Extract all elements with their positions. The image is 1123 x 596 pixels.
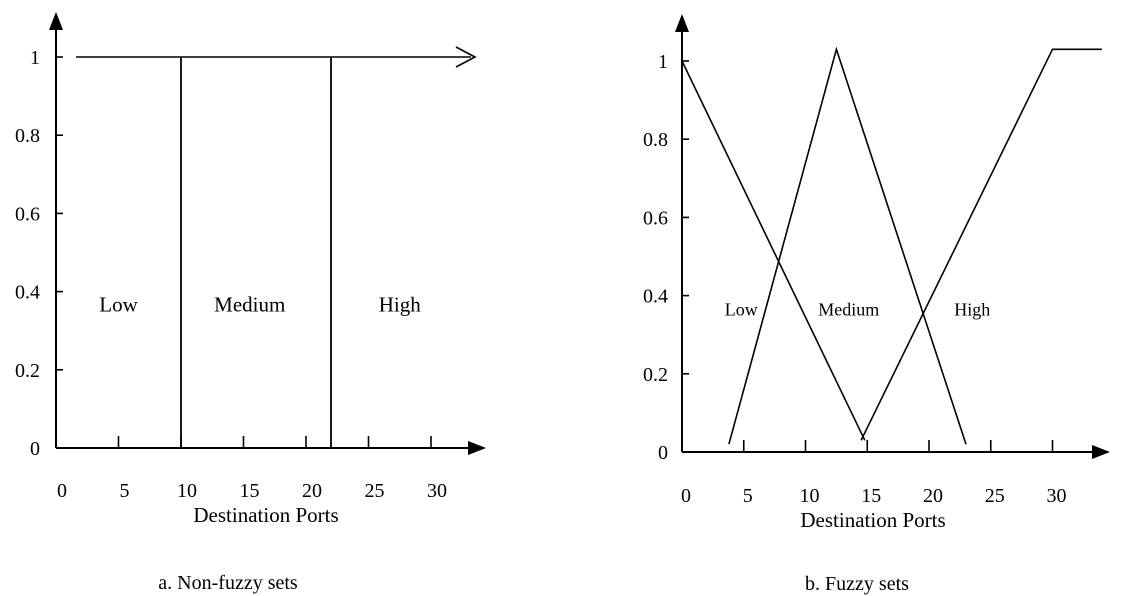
x-axis-label: Destination Ports — [800, 508, 945, 532]
membership-function — [728, 46, 967, 445]
region-label: Low — [725, 300, 758, 320]
membership-line-arrowhead — [455, 46, 477, 68]
y-tick-label: 0.8 — [15, 125, 40, 147]
y-axis-arrowhead — [49, 12, 63, 30]
x-tick-label: 10 — [800, 485, 820, 507]
caption: b. Fuzzy sets — [805, 573, 909, 595]
y-tick-label: 0 — [658, 442, 668, 464]
x-tick-label: 15 — [861, 485, 881, 507]
y-tick-label: 0.8 — [643, 129, 668, 151]
x-tick-label: 5 — [120, 480, 130, 502]
x-tick-label: 25 — [985, 485, 1005, 507]
region-label: Low — [99, 293, 138, 317]
region-label: High — [954, 300, 990, 320]
y-tick-label: 1 — [658, 51, 668, 73]
y-tick-label: 1 — [30, 47, 40, 69]
x-tick-label: 20 — [302, 480, 322, 502]
x-tick-label: 30 — [1047, 485, 1067, 507]
region-label: Medium — [818, 300, 879, 320]
x-tick-label: 0 — [681, 485, 691, 507]
y-tick-label: 0.4 — [15, 282, 40, 304]
x-tick-label: 15 — [240, 480, 260, 502]
x-tick-label: 25 — [365, 480, 385, 502]
membership-function — [681, 60, 866, 441]
region-label: Medium — [214, 293, 285, 317]
y-tick-label: 0.4 — [643, 286, 668, 308]
x-tick-label: 10 — [177, 480, 197, 502]
x-tick-label: 5 — [743, 485, 753, 507]
region-label: High — [379, 293, 422, 317]
x-axis-label: Destination Ports — [193, 503, 338, 527]
y-tick-label: 0.2 — [15, 360, 40, 382]
x-tick-label: 20 — [923, 485, 943, 507]
y-tick-label: 0.2 — [643, 364, 668, 386]
x-tick-label: 0 — [57, 480, 67, 502]
membership-function — [860, 48, 1102, 441]
y-tick-label: 0.6 — [15, 203, 40, 225]
y-tick-label: 0.6 — [643, 207, 668, 229]
x-tick-label: 30 — [427, 480, 447, 502]
x-axis-arrowhead — [468, 441, 486, 455]
caption: a. Non-fuzzy sets — [158, 572, 298, 594]
y-axis-arrowhead — [675, 14, 689, 32]
y-tick-label: 0 — [30, 438, 40, 460]
x-axis-arrowhead — [1092, 445, 1110, 459]
